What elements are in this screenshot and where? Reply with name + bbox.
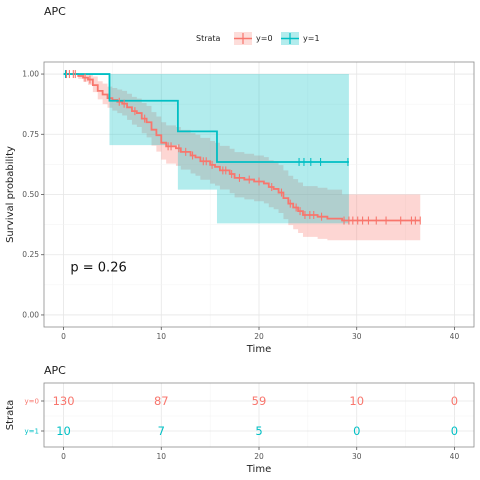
risk-cell: 0 <box>451 424 458 438</box>
ci-band-y0 <box>63 74 421 241</box>
x-tick-label: 20 <box>254 332 264 341</box>
risk-cell: 59 <box>252 394 267 408</box>
x-tick-label: 10 <box>156 332 166 341</box>
risk-x-tick-label: 30 <box>352 452 362 461</box>
risk-cell: 0 <box>451 394 458 408</box>
legend-entry-y0: y=0 <box>256 34 273 43</box>
km-y-axis-ticks: 0.00 0.25 0.50 0.75 1.00 <box>22 70 44 319</box>
km-plot-title: APC <box>44 5 66 18</box>
risk-row-label: y=1 <box>25 428 39 436</box>
km-x-axis-ticks: 0 10 20 30 40 <box>61 327 459 341</box>
legend-title: Strata <box>196 34 221 43</box>
risk-row-label: y=0 <box>25 398 39 406</box>
legend: Strata y=0 y=1 <box>196 32 320 45</box>
km-survival-curves <box>63 73 421 222</box>
risk-table-title: APC <box>44 364 66 377</box>
risk-cell: 87 <box>154 394 169 408</box>
km-y-axis-label: Survival probability <box>5 146 16 243</box>
km-confidence-bands <box>63 74 421 241</box>
risk-cell: 0 <box>353 424 360 438</box>
risk-table-row-labels: y=0 y=1 <box>25 398 44 436</box>
risk-table-x-axis-ticks: 0 10 20 30 40 <box>61 447 459 461</box>
y-tick-label: 1.00 <box>22 70 39 79</box>
y-tick-label: 0.75 <box>22 130 39 139</box>
x-tick-label: 0 <box>61 332 66 341</box>
survival-curve-y1 <box>63 73 349 163</box>
risk-cell: 5 <box>255 424 262 438</box>
p-value-annotation: p = 0.26 <box>70 261 126 276</box>
risk-x-tick-label: 0 <box>61 452 66 461</box>
y-tick-label: 0.00 <box>22 310 39 319</box>
legend-entry-y1: y=1 <box>303 34 320 43</box>
y-tick-label: 0.25 <box>22 250 39 259</box>
risk-table-cells: 130 87 59 10 0 10 7 5 0 0 <box>53 394 459 438</box>
risk-cell: 7 <box>158 424 165 438</box>
risk-table-y-axis-label: Strata <box>5 400 16 431</box>
risk-x-tick-label: 10 <box>156 452 166 461</box>
risk-cell: 130 <box>53 394 75 408</box>
risk-x-tick-label: 20 <box>254 452 264 461</box>
risk-table-x-axis-label: Time <box>246 464 271 475</box>
km-grid <box>44 62 474 327</box>
risk-table-grid <box>44 383 474 447</box>
km-x-axis-label: Time <box>246 344 271 355</box>
risk-cell: 10 <box>349 394 364 408</box>
x-tick-label: 30 <box>352 332 362 341</box>
risk-cell: 10 <box>56 424 71 438</box>
risk-x-tick-label: 40 <box>450 452 460 461</box>
x-tick-label: 40 <box>450 332 460 341</box>
km-censor-marks <box>64 70 421 225</box>
y-tick-label: 0.50 <box>22 190 39 199</box>
